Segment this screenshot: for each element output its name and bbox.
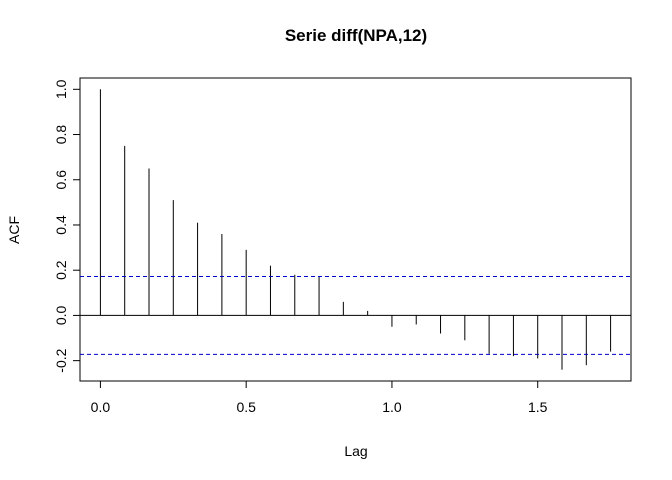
x-tick-label: 0.5 xyxy=(236,399,256,415)
chart-title: Serie diff(NPA,12) xyxy=(285,26,427,45)
y-axis: -0.2 0.0 0.2 0.4 0.6 0.8 1.0 xyxy=(53,79,81,373)
x-tick-label: 1.0 xyxy=(382,399,402,415)
y-tick-label: 0.4 xyxy=(53,215,69,235)
y-tick-label: 0.0 xyxy=(53,305,69,325)
y-tick-label: 1.0 xyxy=(53,79,69,99)
x-tick-label: 1.5 xyxy=(528,399,548,415)
y-axis-label: ACF xyxy=(6,216,22,244)
y-tick-label: 0.2 xyxy=(53,260,69,280)
y-tick-label: 0.6 xyxy=(53,170,69,190)
x-axis: 0.0 0.5 1.0 1.5 xyxy=(91,380,548,415)
y-tick-label: 0.8 xyxy=(53,125,69,145)
plot-frame xyxy=(79,77,632,382)
x-axis-label: Lag xyxy=(344,443,367,459)
y-tick-label: -0.2 xyxy=(53,348,69,372)
acf-spikes xyxy=(99,89,612,370)
x-tick-label: 0.0 xyxy=(91,399,111,415)
